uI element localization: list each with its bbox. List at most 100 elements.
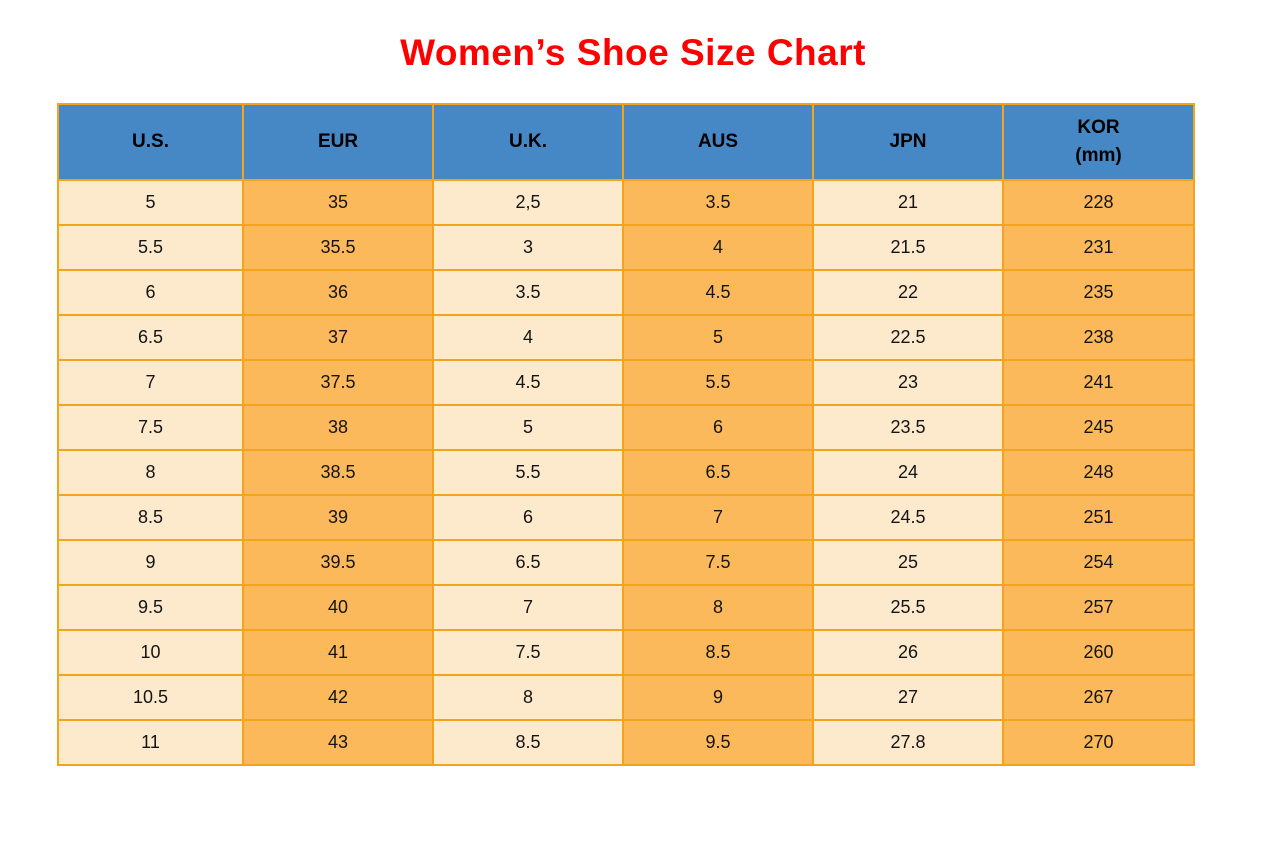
table-cell-us: 11 xyxy=(57,718,244,766)
table-cell-jpn: 27.8 xyxy=(812,718,1004,766)
table-cell-jpn: 27 xyxy=(812,673,1004,721)
table-row: 7 37.5 4.5 5.5 23 241 xyxy=(57,358,1195,406)
table-cell-kormm: 257 xyxy=(1002,583,1195,631)
column-header-kormm: KOR (mm) xyxy=(1002,102,1195,181)
table-cell-jpn: 25.5 xyxy=(812,583,1004,631)
table-cell-eur: 40 xyxy=(242,583,434,631)
table-cell-us: 8 xyxy=(57,448,244,496)
table-cell-jpn: 21.5 xyxy=(812,223,1004,271)
table-cell-kormm: 241 xyxy=(1002,358,1195,406)
table-cell-jpn: 25 xyxy=(812,538,1004,586)
table-cell-jpn: 21 xyxy=(812,178,1004,226)
table-cell-us: 7 xyxy=(57,358,244,406)
table-row: 9.5 40 7 8 25.5 257 xyxy=(57,583,1195,631)
table-cell-eur: 39 xyxy=(242,493,434,541)
table-cell-eur: 39.5 xyxy=(242,538,434,586)
table-row: 8 38.5 5.5 6.5 24 248 xyxy=(57,448,1195,496)
column-header-aus: AUS xyxy=(622,102,814,181)
table-row: 6.5 37 4 5 22.5 238 xyxy=(57,313,1195,361)
table-cell-us: 10.5 xyxy=(57,673,244,721)
column-header-eur: EUR xyxy=(242,102,434,181)
table-cell-kormm: 235 xyxy=(1002,268,1195,316)
table-cell-jpn: 22 xyxy=(812,268,1004,316)
column-header-jpn: JPN xyxy=(812,102,1004,181)
table-cell-eur: 38.5 xyxy=(242,448,434,496)
table-cell-uk: 6 xyxy=(432,493,624,541)
table-cell-eur: 37 xyxy=(242,313,434,361)
table-cell-aus: 6.5 xyxy=(622,448,814,496)
table-cell-aus: 9.5 xyxy=(622,718,814,766)
table-row: 9 39.5 6.5 7.5 25 254 xyxy=(57,538,1195,586)
table-cell-aus: 8 xyxy=(622,583,814,631)
header-row: U.S. EUR U.K. AUS JPN KOR (mm) xyxy=(57,102,1195,181)
table-cell-kormm: 254 xyxy=(1002,538,1195,586)
table-cell-aus: 4 xyxy=(622,223,814,271)
table-cell-aus: 4.5 xyxy=(622,268,814,316)
table-cell-uk: 8 xyxy=(432,673,624,721)
table-cell-kormm: 245 xyxy=(1002,403,1195,451)
table-cell-jpn: 22.5 xyxy=(812,313,1004,361)
table-cell-uk: 7.5 xyxy=(432,628,624,676)
table-row: 8.5 39 6 7 24.5 251 xyxy=(57,493,1195,541)
table-cell-aus: 9 xyxy=(622,673,814,721)
table-cell-us: 5 xyxy=(57,178,244,226)
table-cell-eur: 41 xyxy=(242,628,434,676)
table-cell-eur: 42 xyxy=(242,673,434,721)
table-cell-us: 6.5 xyxy=(57,313,244,361)
table-cell-jpn: 23 xyxy=(812,358,1004,406)
table-cell-uk: 2,5 xyxy=(432,178,624,226)
table-header: U.S. EUR U.K. AUS JPN KOR (mm) xyxy=(57,102,1195,181)
table-cell-kormm: 231 xyxy=(1002,223,1195,271)
table-cell-eur: 35 xyxy=(242,178,434,226)
column-header-uk: U.K. xyxy=(432,102,624,181)
table-cell-jpn: 24 xyxy=(812,448,1004,496)
table-row: 5.5 35.5 3 4 21.5 231 xyxy=(57,223,1195,271)
column-header-us: U.S. xyxy=(57,102,244,181)
table-cell-aus: 3.5 xyxy=(622,178,814,226)
table-cell-aus: 6 xyxy=(622,403,814,451)
table-cell-aus: 8.5 xyxy=(622,628,814,676)
table-cell-eur: 35.5 xyxy=(242,223,434,271)
table-cell-uk: 7 xyxy=(432,583,624,631)
table-cell-kormm: 270 xyxy=(1002,718,1195,766)
table-cell-uk: 4.5 xyxy=(432,358,624,406)
table-cell-aus: 5.5 xyxy=(622,358,814,406)
table-cell-kormm: 228 xyxy=(1002,178,1195,226)
table-cell-jpn: 26 xyxy=(812,628,1004,676)
table-cell-aus: 7 xyxy=(622,493,814,541)
table-row: 11 43 8.5 9.5 27.8 270 xyxy=(57,718,1195,766)
table-cell-kormm: 260 xyxy=(1002,628,1195,676)
table-cell-kormm: 251 xyxy=(1002,493,1195,541)
table-cell-us: 7.5 xyxy=(57,403,244,451)
table-cell-us: 5.5 xyxy=(57,223,244,271)
shoe-size-table: U.S. EUR U.K. AUS JPN KOR (mm) 5 35 2,5 3.5 21 228… xyxy=(57,102,1195,766)
table-row: 7.5 38 5 6 23.5 245 xyxy=(57,403,1195,451)
table-cell-eur: 37.5 xyxy=(242,358,434,406)
table-cell-aus: 5 xyxy=(622,313,814,361)
table-row: 10.5 42 8 9 27 267 xyxy=(57,673,1195,721)
table-cell-kormm: 267 xyxy=(1002,673,1195,721)
table-cell-eur: 38 xyxy=(242,403,434,451)
table-cell-jpn: 24.5 xyxy=(812,493,1004,541)
table-cell-us: 8.5 xyxy=(57,493,244,541)
table-cell-us: 10 xyxy=(57,628,244,676)
table-cell-uk: 5.5 xyxy=(432,448,624,496)
table-cell-us: 9 xyxy=(57,538,244,586)
table-cell-eur: 43 xyxy=(242,718,434,766)
table-cell-eur: 36 xyxy=(242,268,434,316)
table-cell-uk: 3.5 xyxy=(432,268,624,316)
page-title: Women’s Shoe Size Chart xyxy=(400,32,866,73)
table-body: 5 35 2,5 3.5 21 228 5.5 35.5 3 4 21.5 231 6 36 3.5 4.5 2… xyxy=(57,178,1195,766)
table-cell-jpn: 23.5 xyxy=(812,403,1004,451)
table-cell-kormm: 238 xyxy=(1002,313,1195,361)
table-cell-uk: 6.5 xyxy=(432,538,624,586)
table-cell-kormm: 248 xyxy=(1002,448,1195,496)
table-row: 10 41 7.5 8.5 26 260 xyxy=(57,628,1195,676)
table-cell-uk: 3 xyxy=(432,223,624,271)
table-cell-aus: 7.5 xyxy=(622,538,814,586)
table-cell-us: 9.5 xyxy=(57,583,244,631)
table-cell-us: 6 xyxy=(57,268,244,316)
table-cell-uk: 8.5 xyxy=(432,718,624,766)
table-cell-uk: 5 xyxy=(432,403,624,451)
